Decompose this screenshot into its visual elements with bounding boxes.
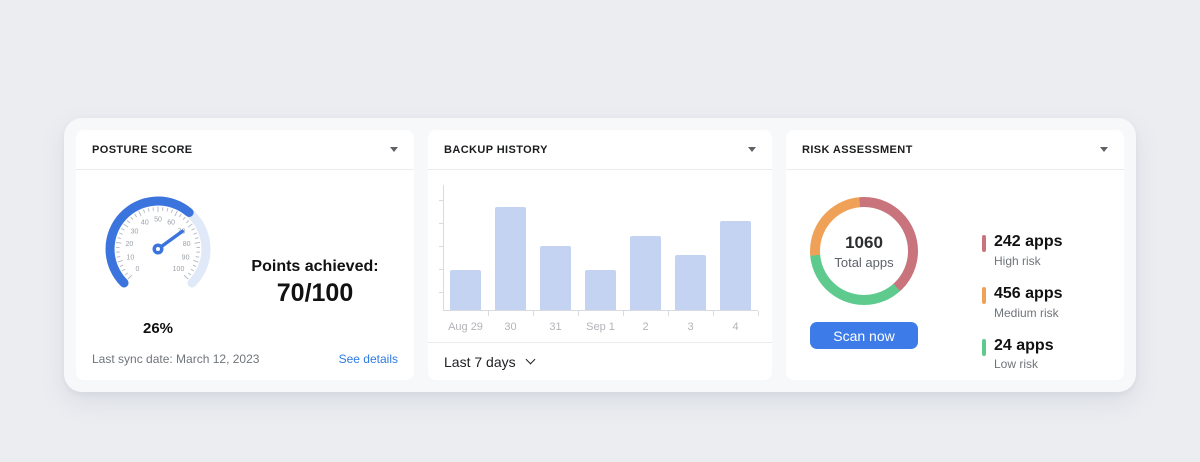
card-title: BACKUP HISTORY xyxy=(444,143,548,156)
svg-text:40: 40 xyxy=(141,220,149,227)
svg-text:30: 30 xyxy=(131,228,139,235)
chevron-down-icon xyxy=(525,354,536,365)
legend-value: 242 apps xyxy=(994,233,1063,250)
x-axis-label: Sep 1 xyxy=(586,321,615,333)
x-axis-label: 4 xyxy=(732,321,739,333)
posture-footer: Last sync date: March 12, 2023 See detai… xyxy=(92,352,398,366)
medium-risk-swatch xyxy=(982,286,986,304)
caret-down-icon[interactable] xyxy=(390,147,398,152)
legend-label: High risk xyxy=(994,253,1041,268)
risk-card-body: 1060 Total apps 242 apps High risk 456 a… xyxy=(786,170,1124,380)
time-range-selector[interactable]: Last 7 days xyxy=(428,342,772,380)
posture-gauge: 0102030405060708090100 xyxy=(93,187,223,304)
backup-bar xyxy=(540,246,571,310)
svg-text:60: 60 xyxy=(167,220,175,227)
backup-card-body: Aug 29 30 31 Sep 1 2 3 4 Last 7 days xyxy=(428,170,772,380)
x-axis-label: 30 xyxy=(504,321,517,333)
x-axis-label: Aug 29 xyxy=(448,321,483,333)
backup-bar xyxy=(495,207,526,310)
svg-text:100: 100 xyxy=(173,266,185,273)
legend-label: Low risk xyxy=(994,357,1039,372)
backup-history-card: BACKUP HISTORY Aug 29 30 31 Sep 1 2 3 4 Last 7… xyxy=(428,130,772,380)
backup-bar xyxy=(720,221,751,310)
card-title: POSTURE SCORE xyxy=(92,143,193,156)
x-axis-label: 2 xyxy=(642,321,649,333)
last-sync-date: Last sync date: March 12, 2023 xyxy=(92,352,260,366)
legend-value: 456 apps xyxy=(994,284,1063,302)
points-block: Points achieved: 70/100 xyxy=(226,258,404,308)
low-risk-swatch xyxy=(982,338,986,356)
risk-donut-chart: 1060 Total apps xyxy=(810,197,918,305)
dashboard-panel: POSTURE SCORE 0102030405060708090100 26%… xyxy=(64,118,1136,392)
risk-legend: 242 apps High risk 456 apps Medium risk … xyxy=(982,232,1062,380)
svg-text:20: 20 xyxy=(125,241,133,248)
svg-text:90: 90 xyxy=(182,254,190,261)
legend-label: Medium risk xyxy=(994,305,1059,320)
backup-history-chart: Aug 29 30 31 Sep 1 2 3 4 xyxy=(428,185,766,351)
x-axis-label: 31 xyxy=(549,321,562,333)
legend-item: 242 apps High risk xyxy=(982,232,1062,268)
backup-bar xyxy=(585,270,616,310)
legend-item: 24 apps Low risk xyxy=(982,336,1062,372)
time-range-label: Last 7 days xyxy=(444,353,516,370)
x-axis-label: 3 xyxy=(687,321,694,333)
backup-bar xyxy=(675,255,706,310)
high-risk-swatch xyxy=(982,235,986,252)
risk-card-header: RISK ASSESSMENT xyxy=(786,130,1124,170)
see-details-link[interactable]: See details xyxy=(338,352,398,366)
svg-text:10: 10 xyxy=(127,254,135,261)
legend-item: 456 apps Medium risk xyxy=(982,284,1062,320)
posture-card-header: POSTURE SCORE xyxy=(76,130,414,170)
svg-text:0: 0 xyxy=(136,266,140,273)
total-apps-label: Total apps xyxy=(834,254,894,270)
points-achieved-label: Points achieved: xyxy=(251,258,379,275)
backup-bar xyxy=(450,270,481,310)
donut-center: 1060 Total apps xyxy=(820,207,908,295)
backup-card-header: BACKUP HISTORY xyxy=(428,130,772,170)
risk-assessment-card: RISK ASSESSMENT 1060 Total apps 242 apps… xyxy=(786,130,1124,380)
posture-score-card: POSTURE SCORE 0102030405060708090100 26%… xyxy=(76,130,414,380)
points-achieved-value: 70/100 xyxy=(276,279,354,307)
caret-down-icon[interactable] xyxy=(1100,147,1108,152)
card-title: RISK ASSESSMENT xyxy=(802,143,913,156)
svg-text:50: 50 xyxy=(154,217,162,224)
caret-down-icon[interactable] xyxy=(748,147,756,152)
gauge-percent-label: 26% xyxy=(142,320,174,337)
posture-card-body: 0102030405060708090100 26% Points achiev… xyxy=(76,170,414,380)
backup-bar xyxy=(630,236,661,310)
legend-value: 24 apps xyxy=(994,336,1054,354)
total-apps-value: 1060 xyxy=(845,232,883,252)
svg-text:80: 80 xyxy=(183,241,191,248)
scan-now-button[interactable]: Scan now xyxy=(810,322,918,349)
